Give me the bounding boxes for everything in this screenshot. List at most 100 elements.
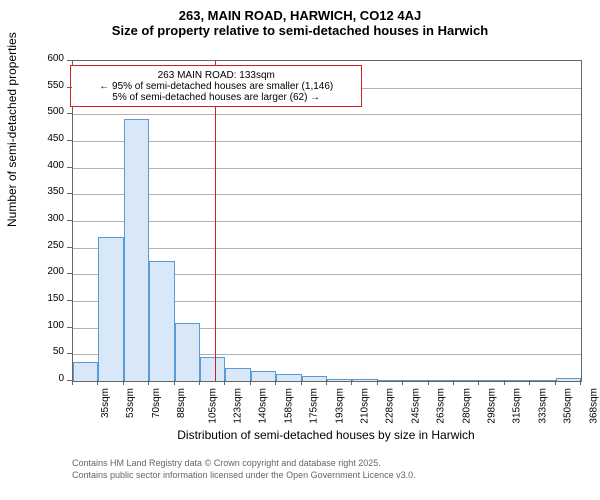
histogram-bar <box>276 374 301 381</box>
y-tick-label: 100 <box>32 320 64 331</box>
x-tick-label: 333sqm <box>537 388 548 424</box>
y-tick-label: 550 <box>32 80 64 91</box>
x-tick-label: 350sqm <box>563 388 574 424</box>
histogram-bar <box>98 237 123 381</box>
x-tick-label: 368sqm <box>588 388 599 424</box>
chart-title-line2: Size of property relative to semi-detach… <box>0 23 600 38</box>
y-tick-mark <box>67 60 72 61</box>
x-tick-mark <box>580 380 581 385</box>
x-tick-label: 35sqm <box>100 388 111 418</box>
y-tick-mark <box>67 87 72 88</box>
histogram-bar <box>530 380 555 381</box>
y-tick-label: 450 <box>32 133 64 144</box>
x-tick-mark <box>555 380 556 385</box>
y-gridline <box>73 194 581 195</box>
x-tick-mark <box>97 380 98 385</box>
y-gridline <box>73 221 581 222</box>
y-tick-mark <box>67 247 72 248</box>
x-tick-label: 280sqm <box>461 388 472 424</box>
histogram-bar <box>251 371 276 381</box>
y-tick-label: 350 <box>32 186 64 197</box>
y-tick-mark <box>67 300 72 301</box>
y-tick-mark <box>67 113 72 114</box>
x-tick-mark <box>478 380 479 385</box>
histogram-bar <box>175 323 200 381</box>
x-tick-label: 70sqm <box>151 388 162 418</box>
annotation-box: 263 MAIN ROAD: 133sqm← 95% of semi-detac… <box>70 65 362 107</box>
y-tick-label: 600 <box>32 53 64 64</box>
histogram-bar <box>124 119 149 381</box>
chart-plot-area: 263 MAIN ROAD: 133sqm← 95% of semi-detac… <box>72 60 582 382</box>
x-tick-label: 298sqm <box>487 388 498 424</box>
y-tick-mark <box>67 167 72 168</box>
x-tick-label: 245sqm <box>410 388 421 424</box>
x-tick-mark <box>351 380 352 385</box>
histogram-bar <box>454 380 479 381</box>
y-tick-mark <box>67 327 72 328</box>
x-tick-label: 193sqm <box>334 388 345 424</box>
y-tick-label: 200 <box>32 266 64 277</box>
x-tick-label: 88sqm <box>176 388 187 418</box>
y-tick-label: 400 <box>32 160 64 171</box>
y-tick-mark <box>67 140 72 141</box>
y-tick-mark <box>67 353 72 354</box>
x-tick-mark <box>275 380 276 385</box>
y-tick-label: 300 <box>32 213 64 224</box>
y-tick-mark <box>67 220 72 221</box>
x-axis-label: Distribution of semi-detached houses by … <box>72 428 580 442</box>
histogram-bar <box>302 376 327 381</box>
x-tick-mark <box>402 380 403 385</box>
footer-attribution: Contains HM Land Registry data © Crown c… <box>72 458 416 481</box>
histogram-bar <box>149 261 174 381</box>
x-tick-label: 263sqm <box>436 388 447 424</box>
annotation-line3: 5% of semi-detached houses are larger (6… <box>71 92 361 103</box>
x-tick-label: 210sqm <box>360 388 371 424</box>
x-tick-mark <box>326 380 327 385</box>
y-gridline <box>73 248 581 249</box>
histogram-bar <box>429 380 454 381</box>
x-tick-mark <box>377 380 378 385</box>
y-tick-label: 150 <box>32 293 64 304</box>
y-tick-label: 0 <box>32 373 64 384</box>
x-tick-mark <box>174 380 175 385</box>
y-tick-mark <box>67 193 72 194</box>
annotation-line2: ← 95% of semi-detached houses are smalle… <box>71 81 361 92</box>
y-gridline <box>73 114 581 115</box>
y-tick-label: 500 <box>32 106 64 117</box>
x-tick-mark <box>72 380 73 385</box>
histogram-bar <box>403 380 428 381</box>
x-tick-mark <box>148 380 149 385</box>
x-tick-mark <box>123 380 124 385</box>
histogram-bar <box>479 380 504 381</box>
x-tick-mark <box>428 380 429 385</box>
y-gridline <box>73 168 581 169</box>
x-tick-mark <box>224 380 225 385</box>
histogram-bar <box>327 379 352 381</box>
x-tick-mark <box>301 380 302 385</box>
reference-line <box>215 61 216 381</box>
y-tick-label: 250 <box>32 240 64 251</box>
x-tick-mark <box>453 380 454 385</box>
histogram-bar <box>73 362 98 381</box>
y-tick-mark <box>67 273 72 274</box>
x-tick-mark <box>250 380 251 385</box>
histogram-bar <box>352 379 377 381</box>
x-tick-label: 315sqm <box>512 388 523 424</box>
y-tick-label: 50 <box>32 346 64 357</box>
y-axis-label: Number of semi-detached properties <box>5 211 19 227</box>
histogram-bar <box>378 380 403 381</box>
x-tick-label: 158sqm <box>283 388 294 424</box>
histogram-bar <box>225 368 250 381</box>
chart-title-line1: 263, MAIN ROAD, HARWICH, CO12 4AJ <box>0 0 600 23</box>
footer-line1: Contains HM Land Registry data © Crown c… <box>72 458 416 470</box>
x-tick-label: 123sqm <box>233 388 244 424</box>
histogram-bar <box>556 378 581 381</box>
y-gridline <box>73 141 581 142</box>
x-tick-label: 175sqm <box>309 388 320 424</box>
x-tick-label: 140sqm <box>258 388 269 424</box>
x-tick-mark <box>504 380 505 385</box>
x-tick-label: 105sqm <box>207 388 218 424</box>
histogram-bar <box>505 380 530 381</box>
annotation-line1: 263 MAIN ROAD: 133sqm <box>71 70 361 81</box>
footer-line2: Contains public sector information licen… <box>72 470 416 482</box>
